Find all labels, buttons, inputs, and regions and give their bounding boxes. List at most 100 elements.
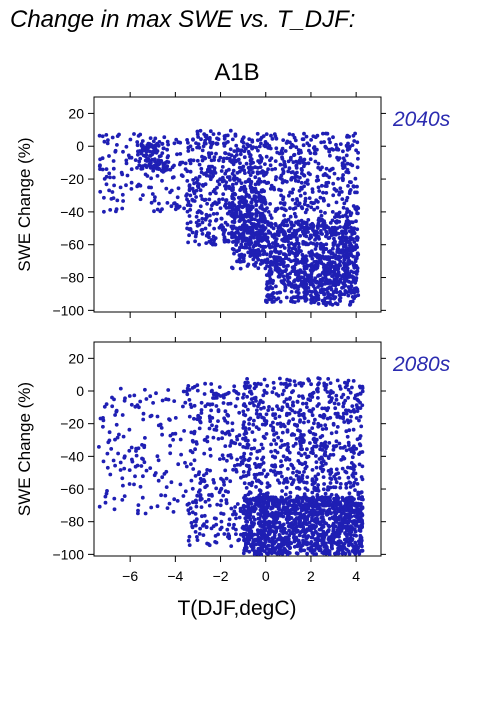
- data-point: [298, 429, 302, 433]
- data-point: [252, 438, 257, 442]
- data-point: [318, 280, 323, 285]
- data-point: [110, 395, 114, 400]
- data-point: [334, 444, 339, 448]
- data-point: [294, 551, 299, 555]
- data-point: [195, 538, 200, 542]
- data-point: [242, 481, 247, 486]
- data-point: [350, 143, 355, 148]
- data-point: [319, 455, 324, 460]
- data-point: [334, 287, 338, 292]
- data-point: [324, 184, 329, 189]
- data-point: [344, 470, 349, 475]
- data-point: [338, 526, 343, 531]
- data-point: [291, 400, 295, 405]
- data-point: [290, 231, 295, 236]
- data-point: [342, 524, 346, 529]
- data-point: [315, 231, 319, 236]
- data-point: [341, 273, 346, 277]
- data-point: [353, 257, 358, 262]
- data-point: [252, 253, 257, 258]
- data-point: [280, 146, 285, 151]
- data-point: [278, 376, 282, 381]
- data-point: [226, 429, 231, 434]
- data-point: [352, 497, 356, 501]
- data-point: [334, 472, 338, 477]
- data-point: [234, 512, 238, 517]
- data-point: [199, 497, 204, 501]
- data-point: [289, 176, 294, 181]
- data-point: [306, 419, 311, 424]
- data-point: [305, 405, 309, 410]
- data-point: [151, 401, 156, 405]
- data-point: [288, 406, 293, 411]
- data-point: [256, 516, 261, 521]
- data-point: [298, 408, 303, 413]
- data-point: [280, 430, 285, 435]
- data-point: [246, 149, 251, 154]
- data-point: [288, 490, 293, 495]
- data-point: [298, 223, 303, 228]
- data-point: [214, 142, 219, 146]
- data-point: [328, 153, 332, 158]
- data-point: [302, 202, 307, 207]
- data-point: [142, 445, 147, 450]
- data-point: [345, 536, 350, 541]
- data-point: [102, 139, 107, 144]
- data-point: [202, 513, 207, 518]
- data-point: [233, 404, 238, 409]
- data-point: [228, 453, 233, 457]
- data-point: [245, 377, 250, 381]
- data-point: [320, 232, 324, 236]
- data-point: [323, 275, 328, 280]
- data-point: [153, 471, 158, 475]
- data-point: [202, 451, 207, 456]
- data-point: [205, 201, 210, 206]
- data-point: [160, 207, 164, 212]
- data-point: [335, 378, 340, 383]
- data-point: [343, 385, 348, 390]
- period-label: 2080s: [392, 353, 451, 376]
- data-point: [198, 209, 203, 214]
- data-point: [296, 160, 300, 165]
- data-point: [254, 501, 259, 505]
- data-point: [311, 432, 316, 436]
- data-point: [267, 547, 272, 552]
- data-point: [198, 526, 203, 531]
- data-point: [355, 235, 360, 239]
- data-point: [337, 219, 342, 224]
- data-point: [222, 178, 226, 183]
- data-point: [140, 495, 145, 500]
- data-point: [321, 467, 326, 472]
- data-point: [102, 209, 106, 214]
- data-point: [179, 452, 184, 457]
- data-point: [344, 240, 349, 245]
- data-point: [253, 476, 257, 480]
- data-point: [273, 159, 278, 164]
- data-point: [212, 166, 217, 171]
- data-point: [318, 435, 323, 440]
- data-point: [250, 400, 255, 405]
- data-point: [338, 387, 343, 391]
- data-point: [300, 473, 305, 478]
- data-point: [259, 552, 264, 557]
- data-point: [156, 158, 161, 163]
- data-point: [140, 456, 144, 461]
- data-point: [301, 401, 305, 406]
- data-point: [239, 181, 244, 186]
- data-point: [271, 413, 275, 417]
- data-point: [270, 234, 275, 239]
- data-point: [288, 495, 293, 499]
- data-point: [220, 165, 225, 169]
- data-point: [115, 198, 120, 203]
- data-point: [234, 516, 238, 521]
- data-point: [258, 262, 263, 266]
- data-point: [232, 388, 237, 393]
- data-point: [308, 541, 313, 546]
- data-point: [104, 133, 109, 137]
- data-point: [241, 454, 246, 459]
- data-point: [113, 463, 117, 468]
- data-point: [257, 465, 262, 469]
- data-point: [223, 133, 228, 138]
- data-point: [320, 183, 324, 188]
- data-point: [274, 514, 279, 519]
